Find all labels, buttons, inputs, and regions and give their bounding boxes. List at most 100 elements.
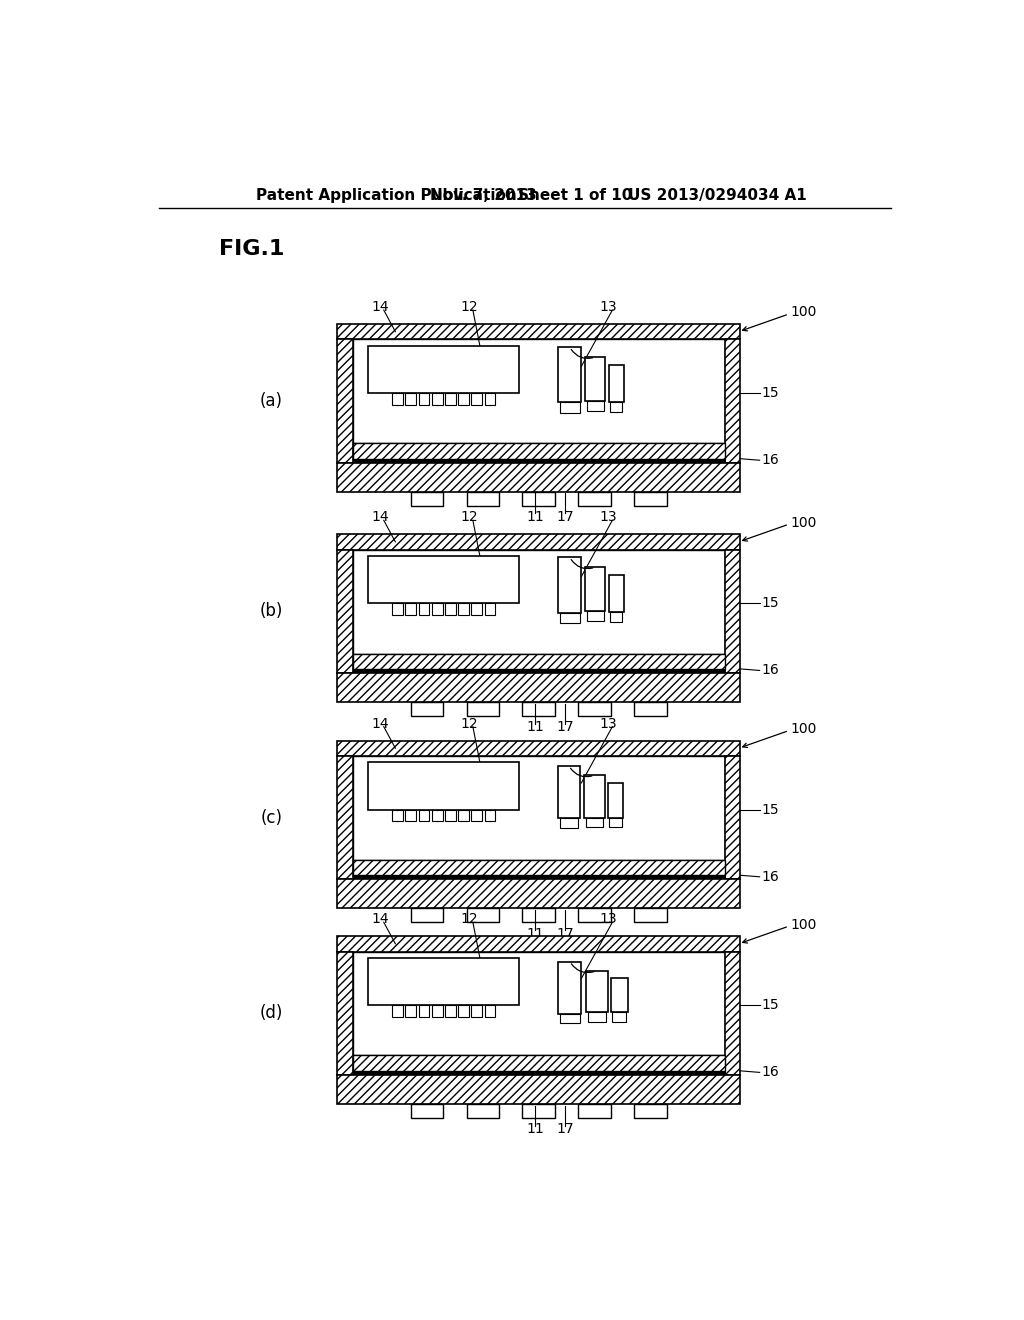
Text: 16: 16 [761, 453, 779, 467]
Bar [586, 358, 605, 401]
Text: 16: 16 [761, 1065, 779, 1080]
Bar [411, 1104, 443, 1118]
Text: 17: 17 [556, 1122, 573, 1137]
Bar [560, 403, 580, 412]
Bar [467, 908, 500, 923]
Text: 100: 100 [791, 722, 817, 737]
Bar [587, 611, 604, 622]
Bar [337, 936, 740, 952]
Bar [406, 603, 417, 615]
Bar [432, 810, 442, 821]
Bar [406, 810, 417, 821]
Bar [587, 401, 604, 411]
Text: 14: 14 [371, 912, 389, 927]
Bar [484, 393, 496, 405]
Bar [458, 1006, 469, 1016]
Text: 14: 14 [371, 300, 389, 314]
Text: 11: 11 [526, 721, 544, 734]
Bar [352, 875, 725, 879]
Text: 12: 12 [460, 717, 478, 730]
Bar [419, 393, 429, 405]
Bar [471, 810, 482, 821]
Bar [432, 1006, 442, 1016]
Bar [432, 603, 442, 615]
Bar [419, 810, 429, 821]
Bar [337, 535, 740, 549]
Bar [392, 603, 403, 615]
Bar [611, 978, 628, 1012]
Bar [579, 908, 611, 923]
Text: 15: 15 [761, 387, 779, 400]
Bar [352, 339, 725, 444]
Bar [406, 393, 417, 405]
Text: 12: 12 [460, 912, 478, 927]
Text: Sheet 1 of 10: Sheet 1 of 10 [518, 187, 632, 203]
Bar [609, 817, 622, 826]
Bar [585, 775, 604, 817]
Bar [352, 756, 725, 859]
Bar [586, 568, 605, 611]
Bar [337, 549, 352, 673]
Text: 16: 16 [761, 664, 779, 677]
Text: (c): (c) [260, 809, 283, 826]
Text: 11: 11 [526, 927, 544, 941]
Bar [634, 1104, 667, 1118]
Bar [725, 339, 740, 462]
Bar [432, 393, 442, 405]
Bar [467, 492, 500, 506]
Bar [337, 462, 740, 492]
Bar [419, 1006, 429, 1016]
Bar [725, 756, 740, 879]
Bar [612, 1012, 627, 1022]
Bar [352, 653, 725, 669]
Text: (a): (a) [260, 392, 283, 411]
Bar [634, 908, 667, 923]
Bar [337, 1074, 740, 1104]
Bar [725, 549, 740, 673]
Bar [352, 669, 725, 673]
Bar [558, 347, 582, 403]
Bar [471, 1006, 482, 1016]
Bar [445, 393, 456, 405]
Text: 16: 16 [761, 870, 779, 884]
Bar [471, 393, 482, 405]
Bar [419, 603, 429, 615]
Bar [634, 702, 667, 715]
Bar [445, 1006, 456, 1016]
Bar [586, 817, 603, 826]
Text: Nov. 7, 2013: Nov. 7, 2013 [430, 187, 537, 203]
Bar [337, 879, 740, 908]
Text: 14: 14 [371, 511, 389, 524]
Bar [392, 1006, 403, 1016]
Bar [610, 612, 623, 622]
Text: 11: 11 [526, 511, 544, 524]
Bar [610, 401, 623, 412]
Bar [558, 766, 580, 818]
Bar [352, 459, 725, 462]
Text: 17: 17 [556, 927, 573, 941]
Bar [392, 810, 403, 821]
Text: 14: 14 [371, 717, 389, 730]
Bar [579, 702, 611, 715]
Bar [522, 908, 555, 923]
Bar [522, 1104, 555, 1118]
Bar [337, 741, 740, 756]
Bar [607, 783, 624, 817]
Bar [411, 908, 443, 923]
Bar [608, 576, 624, 612]
Bar [445, 603, 456, 615]
Bar [725, 952, 740, 1074]
Bar [445, 810, 456, 821]
Bar [471, 603, 482, 615]
Text: 100: 100 [791, 305, 817, 319]
Bar [484, 1006, 496, 1016]
Text: 100: 100 [791, 516, 817, 529]
Bar [352, 1071, 725, 1074]
Text: Patent Application Publication: Patent Application Publication [256, 187, 517, 203]
Bar [558, 961, 582, 1014]
Text: 13: 13 [600, 717, 617, 730]
Bar [352, 1056, 725, 1071]
Bar [458, 810, 469, 821]
Bar [352, 444, 725, 459]
Bar [411, 492, 443, 506]
